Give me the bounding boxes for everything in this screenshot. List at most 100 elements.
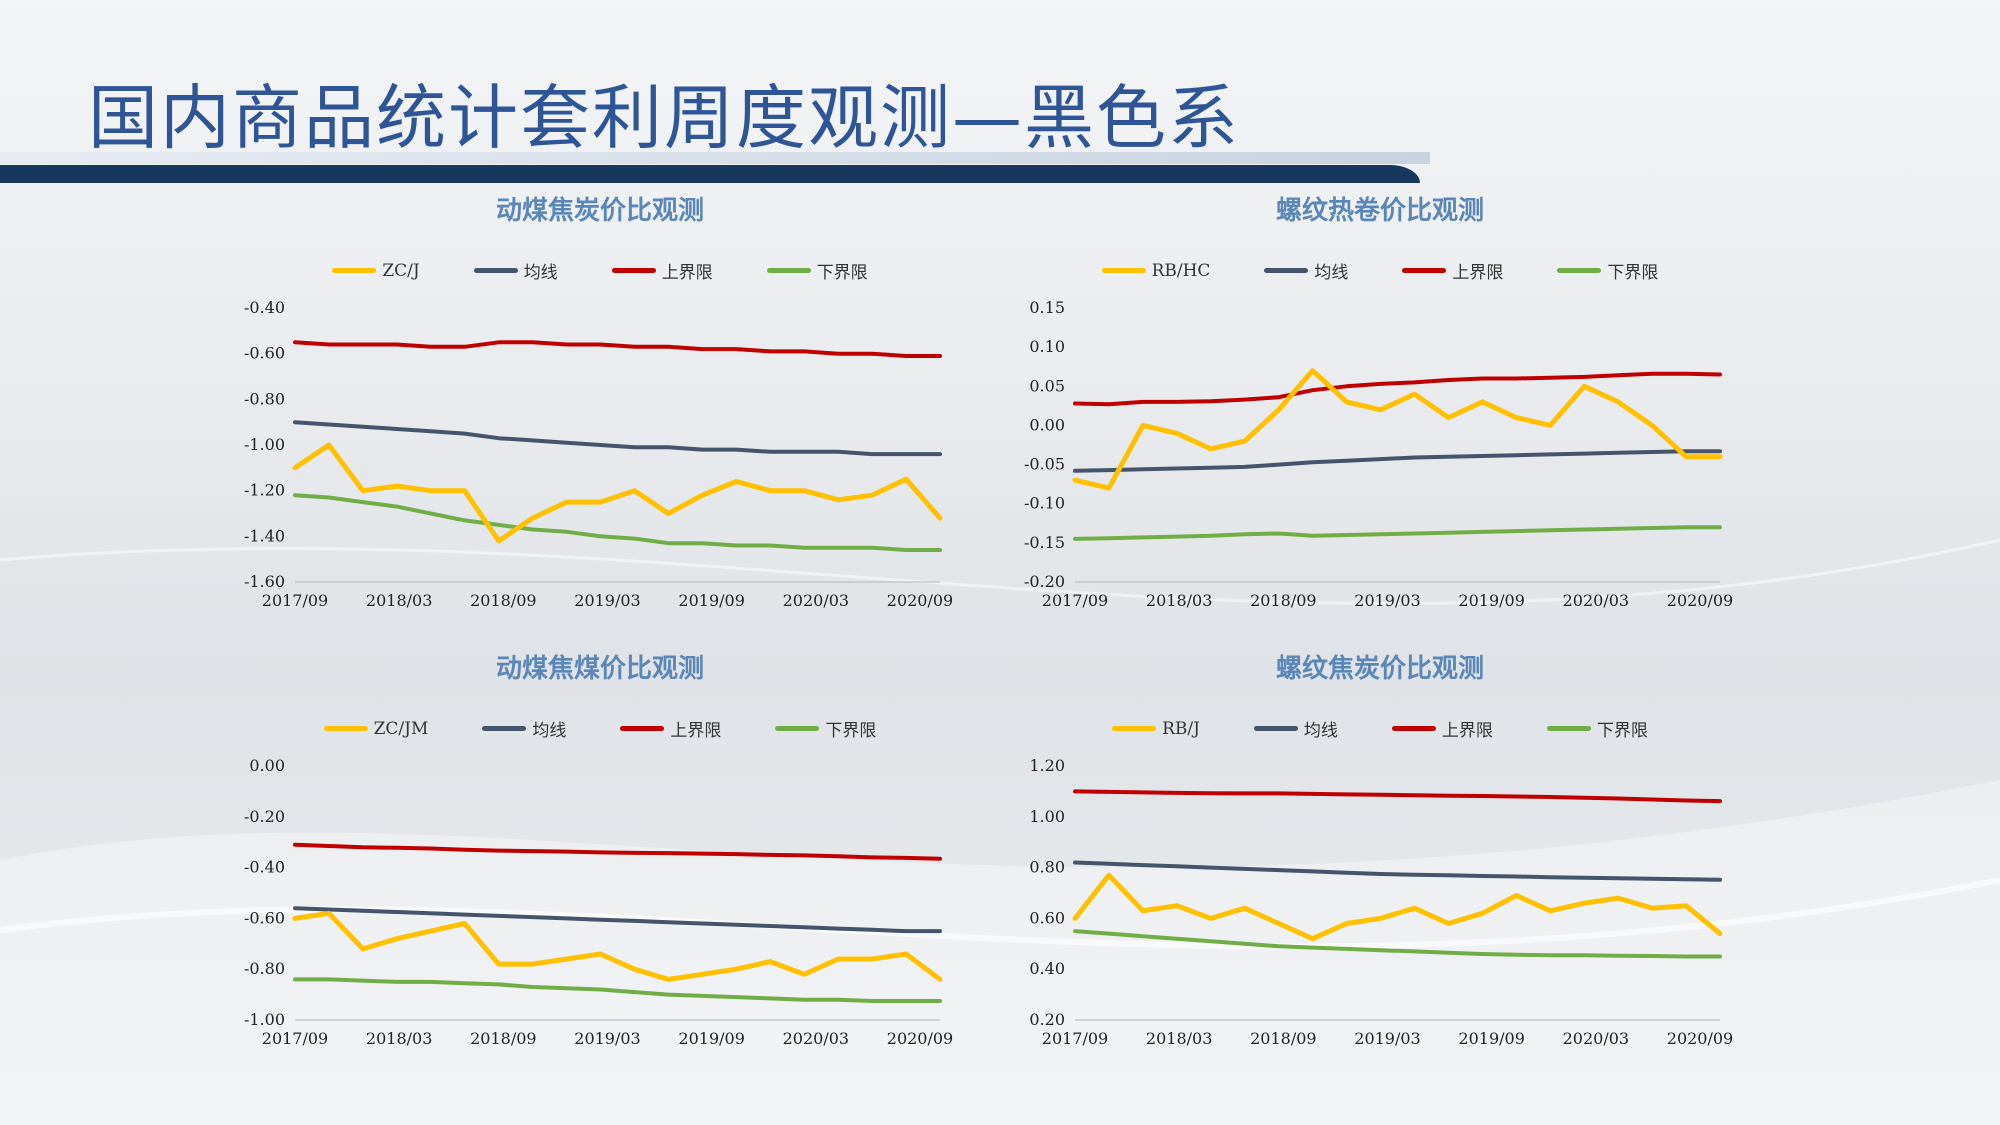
x-tick-label: 2019/09 bbox=[1458, 591, 1524, 610]
x-tick-label: 2020/03 bbox=[1563, 1029, 1629, 1048]
x-tick-label: 2020/09 bbox=[887, 1029, 953, 1048]
legend-label: 上界限 bbox=[670, 721, 722, 741]
x-tick-label: 2017/09 bbox=[262, 591, 328, 610]
series-line-lower bbox=[293, 977, 942, 1003]
y-tick-label: 0.10 bbox=[1029, 337, 1065, 356]
legend-item: 均线 bbox=[473, 258, 558, 283]
y-tick-label: 0.60 bbox=[1029, 908, 1065, 927]
legend-item: 下界限 bbox=[1546, 716, 1648, 741]
y-tick-label: -1.60 bbox=[244, 572, 285, 591]
y-tick-label: 0.20 bbox=[1029, 1010, 1065, 1029]
series-line-lower bbox=[1073, 525, 1722, 541]
legend-item: 下界限 bbox=[766, 258, 868, 283]
series-line-upper bbox=[293, 842, 942, 861]
y-tick-label: -0.40 bbox=[244, 858, 285, 877]
y-tick-label: -0.20 bbox=[1024, 572, 1065, 591]
legend-label: 上界限 bbox=[661, 263, 713, 283]
y-tick-label: 1.20 bbox=[1029, 756, 1065, 775]
legend-label: ZC/J bbox=[382, 260, 420, 281]
y-tick-label: -1.40 bbox=[244, 526, 285, 545]
x-tick-label: 2017/09 bbox=[1042, 591, 1108, 610]
legend-label: RB/J bbox=[1162, 718, 1200, 739]
x-tick-label: 2019/03 bbox=[574, 1029, 640, 1048]
legend-item: 下界限 bbox=[775, 716, 876, 741]
x-tick-label: 2019/03 bbox=[574, 591, 640, 610]
series-line-mean bbox=[293, 906, 942, 934]
series-line-upper bbox=[1073, 371, 1722, 407]
y-tick-label: 0.00 bbox=[1029, 415, 1065, 434]
x-tick-label: 2018/03 bbox=[1146, 1029, 1212, 1048]
x-tick-label: 2020/03 bbox=[783, 591, 849, 610]
chart-legend: RB/HC 均线 上界限 下界限 bbox=[1000, 258, 1760, 283]
legend-item: RB/J bbox=[1112, 716, 1200, 741]
legend-item: 上界限 bbox=[620, 716, 721, 741]
y-tick-label: -0.60 bbox=[244, 908, 285, 927]
x-tick-label: 2019/03 bbox=[1354, 591, 1420, 610]
series-line-upper bbox=[293, 340, 942, 358]
chart-legend: ZC/JM 均线 上界限 下界限 bbox=[220, 716, 980, 741]
series-line-lower bbox=[1073, 929, 1722, 959]
legend-label: 均线 bbox=[523, 263, 558, 283]
series-line-upper bbox=[1073, 789, 1722, 804]
legend-swatch bbox=[1402, 268, 1447, 273]
y-tick-label: -1.20 bbox=[244, 481, 285, 500]
legend-item: ZC/J bbox=[332, 258, 420, 283]
chart-legend: RB/J 均线 上界限 下界限 bbox=[1000, 716, 1760, 741]
legend-item: 均线 bbox=[482, 716, 566, 741]
legend-item: RB/HC bbox=[1101, 258, 1211, 283]
y-tick-label: 0.05 bbox=[1029, 376, 1065, 395]
chart-title: 螺纹热卷价比观测 bbox=[1275, 196, 1484, 226]
legend-item: 上界限 bbox=[1391, 716, 1493, 741]
legend-label: RB/HC bbox=[1151, 260, 1211, 281]
x-tick-label: 2018/03 bbox=[366, 1029, 432, 1048]
chart-panel-rb-j: 螺纹焦炭价比观测 RB/J 均线 上界限 下界限 1.20 1.00 0.80 0.60 0.40… bbox=[1000, 648, 1760, 1068]
legend-label: 下界限 bbox=[1607, 263, 1659, 283]
chart-title: 动煤焦炭价比观测 bbox=[495, 196, 704, 226]
chart-title: 螺纹焦炭价比观测 bbox=[1275, 654, 1484, 684]
legend-item: ZC/JM bbox=[323, 716, 428, 741]
legend-item: 均线 bbox=[1264, 258, 1348, 283]
legend-item: 上界限 bbox=[611, 258, 713, 283]
y-tick-label: -0.10 bbox=[1024, 494, 1065, 513]
series-line-mean bbox=[293, 420, 942, 457]
x-tick-label: 2017/09 bbox=[262, 1029, 328, 1048]
y-tick-label: -0.40 bbox=[244, 298, 285, 317]
series-line-ratio bbox=[292, 910, 943, 982]
y-tick-label: -0.80 bbox=[244, 389, 285, 408]
chart-title: 动煤焦煤价比观测 bbox=[495, 654, 704, 684]
legend-swatch bbox=[332, 268, 377, 273]
legend-swatch bbox=[1264, 268, 1309, 273]
legend-item: 上界限 bbox=[1402, 258, 1503, 283]
series-line-mean bbox=[1073, 449, 1722, 473]
legend-swatch bbox=[323, 726, 368, 731]
legend-swatch bbox=[1101, 268, 1146, 273]
series-line-ratio bbox=[1072, 368, 1723, 491]
x-tick-label: 2018/09 bbox=[1250, 1029, 1316, 1048]
x-tick-label: 2018/09 bbox=[1250, 591, 1316, 610]
x-tick-label: 2020/09 bbox=[1667, 1029, 1733, 1048]
y-tick-label: -0.60 bbox=[244, 344, 285, 363]
x-tick-label: 2017/09 bbox=[1042, 1029, 1108, 1048]
legend-swatch bbox=[473, 268, 518, 273]
x-tick-label: 2019/03 bbox=[1354, 1029, 1420, 1048]
legend-label: 下界限 bbox=[816, 263, 868, 283]
x-tick-label: 2020/03 bbox=[1563, 591, 1629, 610]
legend-label: 均线 bbox=[532, 721, 567, 741]
y-tick-label: 0.40 bbox=[1029, 959, 1065, 978]
y-tick-label: -0.20 bbox=[244, 807, 285, 826]
y-tick-label: -1.00 bbox=[244, 1010, 285, 1029]
legend-swatch bbox=[620, 726, 665, 731]
series-line-mean bbox=[1073, 860, 1722, 882]
x-tick-label: 2018/03 bbox=[366, 591, 432, 610]
title-underline-light bbox=[0, 152, 1430, 164]
legend-swatch bbox=[1253, 726, 1298, 731]
legend-swatch bbox=[611, 268, 656, 273]
plot-area: 0.15 0.10 0.05 0.00 -0.05 -0.10 -0.15 -0.202017… bbox=[1024, 298, 1733, 610]
legend-label: 下界限 bbox=[1596, 721, 1648, 741]
y-tick-label: -1.00 bbox=[244, 435, 285, 454]
y-tick-label: -0.05 bbox=[1024, 455, 1065, 474]
legend-label: 均线 bbox=[1314, 263, 1349, 283]
legend-swatch bbox=[1557, 268, 1602, 273]
